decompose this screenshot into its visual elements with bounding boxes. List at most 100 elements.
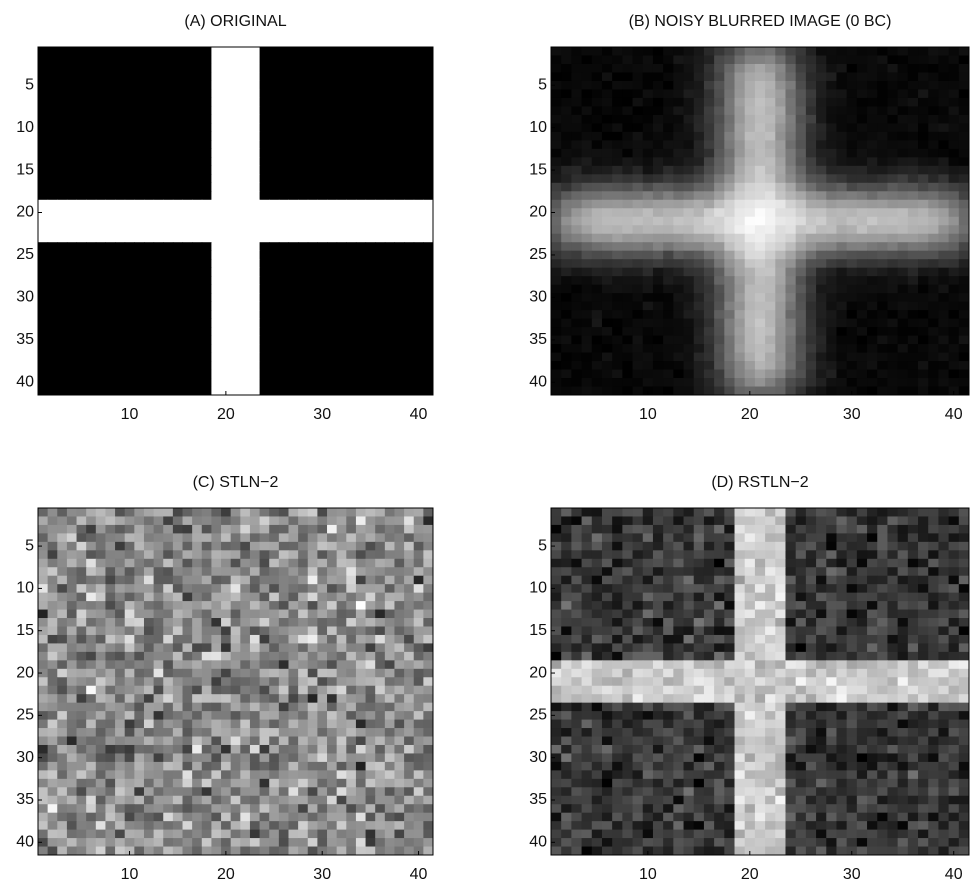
pixel — [423, 123, 433, 132]
pixel — [308, 660, 318, 669]
pixel — [867, 72, 878, 81]
pixel — [918, 200, 929, 209]
pixel — [288, 251, 298, 260]
pixel — [260, 217, 270, 226]
pixel — [308, 516, 318, 525]
pixel — [592, 310, 603, 319]
pixel — [269, 533, 279, 542]
pixel — [356, 677, 366, 686]
pixel — [192, 157, 202, 166]
pixel — [173, 174, 183, 183]
pixel — [327, 55, 337, 64]
pixel — [356, 720, 366, 729]
pixel — [571, 132, 582, 141]
pixel — [221, 225, 231, 234]
pixel — [115, 293, 125, 302]
pixel — [551, 157, 562, 166]
pixel — [337, 703, 347, 712]
pixel — [86, 516, 96, 525]
pixel — [317, 149, 327, 158]
pixel — [221, 753, 231, 762]
pixel — [250, 677, 260, 686]
pixel — [269, 327, 279, 336]
pixel — [745, 47, 756, 56]
pixel — [317, 720, 327, 729]
pixel — [317, 268, 327, 277]
pixel — [77, 508, 87, 517]
pixel — [183, 242, 193, 251]
pixel — [144, 567, 154, 576]
pixel — [806, 344, 817, 353]
pixel — [183, 319, 193, 328]
pixel — [86, 72, 96, 81]
pixel — [327, 268, 337, 277]
pixel — [67, 821, 77, 830]
pixel — [423, 753, 433, 762]
pixel — [279, 660, 289, 669]
pixel — [163, 796, 173, 805]
pixel — [86, 745, 96, 754]
pixel — [163, 618, 173, 627]
pixel — [327, 327, 337, 336]
pixel — [67, 737, 77, 746]
pixel — [394, 559, 404, 568]
pixel — [192, 259, 202, 268]
pixel — [154, 652, 164, 661]
pixel — [714, 336, 725, 345]
pixel — [211, 98, 221, 107]
pixel — [394, 98, 404, 107]
pixel — [298, 378, 308, 387]
pixel — [423, 166, 433, 175]
pixel — [414, 550, 424, 559]
pixel — [250, 140, 260, 149]
pixel — [250, 234, 260, 243]
pixel — [622, 132, 633, 141]
pixel — [366, 576, 376, 585]
pixel — [673, 183, 684, 192]
pixel — [221, 64, 231, 73]
pixel — [745, 98, 756, 107]
pixel — [867, 123, 878, 132]
pixel — [414, 813, 424, 822]
pixel — [684, 106, 695, 115]
pixel — [735, 234, 746, 243]
pixel — [38, 559, 48, 568]
pixel — [375, 821, 385, 830]
pixel — [755, 327, 766, 336]
pixel — [57, 618, 67, 627]
pixel — [908, 157, 919, 166]
pixel — [785, 200, 796, 209]
pixel — [260, 516, 270, 525]
pixel — [211, 208, 221, 217]
pixel — [847, 64, 858, 73]
pixel — [183, 720, 193, 729]
pixel — [211, 115, 221, 124]
pixel — [836, 387, 847, 396]
pixel — [57, 525, 67, 534]
pixel — [57, 191, 67, 200]
pixel — [877, 149, 888, 158]
pixel — [250, 711, 260, 720]
pixel — [279, 626, 289, 635]
pixel — [423, 174, 433, 183]
pixel — [221, 669, 231, 678]
pixel — [192, 584, 202, 593]
pixel — [308, 157, 318, 166]
pixel — [240, 191, 250, 200]
pixel — [765, 302, 776, 311]
pixel — [673, 208, 684, 217]
pixel — [134, 174, 144, 183]
pixel — [115, 720, 125, 729]
pixel — [423, 728, 433, 737]
pixel — [959, 251, 970, 260]
pixel — [857, 353, 868, 362]
pixel — [735, 217, 746, 226]
pixel — [949, 81, 960, 90]
pixel — [154, 830, 164, 839]
pixel — [67, 293, 77, 302]
pixel — [949, 225, 960, 234]
pixel — [356, 166, 366, 175]
pixel — [877, 242, 888, 251]
pixel — [298, 533, 308, 542]
pixel — [745, 217, 756, 226]
